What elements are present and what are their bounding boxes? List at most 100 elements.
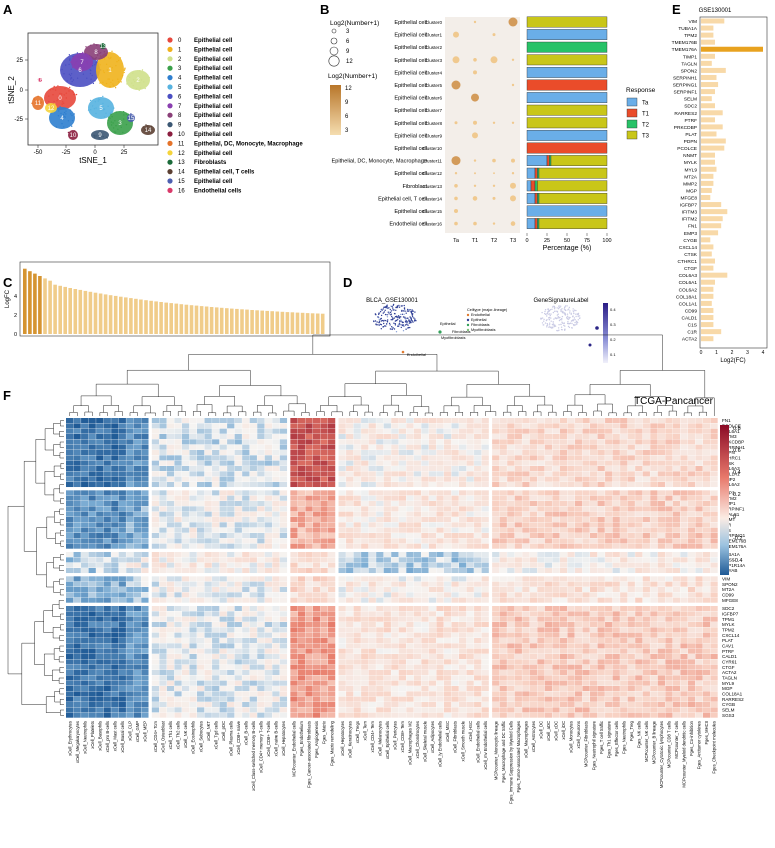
- heatmap-cell: [312, 444, 321, 450]
- heatmap-cell: [234, 576, 242, 582]
- heatmap-cell: [249, 444, 257, 450]
- heatmap-cell: [499, 506, 507, 512]
- umap-point: [382, 308, 384, 310]
- heatmap-cell: [242, 581, 250, 587]
- heatmap-cell: [702, 606, 711, 612]
- heatmap-cell: [406, 460, 414, 466]
- umap-point: [549, 309, 552, 311]
- heatmap-cell: [141, 517, 149, 523]
- heatmap-cell: [559, 455, 568, 461]
- tsne-cell-point: [31, 102, 33, 105]
- heatmap-cell: [81, 611, 89, 617]
- heatmap-cell: [219, 576, 227, 582]
- tsne-cell-point: [37, 78, 40, 81]
- tsne-cell-point: [76, 77, 79, 79]
- heatmap-cell: [118, 592, 126, 598]
- heatmap-cell: [552, 506, 560, 512]
- umap-point: [550, 313, 552, 315]
- dot-plot-dot: [451, 80, 461, 90]
- heatmap-cell: [567, 476, 575, 482]
- heatmap-cell: [219, 543, 227, 549]
- tsne-cell-point: [140, 79, 143, 81]
- umap-point: [391, 319, 393, 321]
- heatmap-cell: [567, 632, 575, 638]
- heatmap-cell: [413, 439, 422, 445]
- heatmap-cell: [242, 627, 250, 633]
- heatmap-cell: [507, 648, 515, 654]
- umap-point: [559, 306, 561, 309]
- heatmap-cell: [328, 557, 336, 563]
- heatmap-cell: [680, 482, 688, 488]
- heatmap-cell: [197, 627, 205, 633]
- heatmap-cell: [166, 627, 175, 633]
- heatmap-cell: [159, 587, 167, 593]
- heatmap-cell: [118, 434, 126, 440]
- dot-plot-dot: [493, 172, 495, 175]
- heatmap-cell: [328, 622, 336, 628]
- heatmap-cell: [111, 587, 119, 593]
- panel-c-y-tick: 2: [14, 313, 17, 319]
- heatmap-cell: [391, 455, 399, 461]
- heatmap-cell: [81, 450, 89, 456]
- tsne-cell-point: [73, 113, 75, 115]
- heatmap-cell: [376, 439, 384, 445]
- dot-plot-cluster-label: Cluster8: [425, 121, 443, 126]
- heatmap-cell: [141, 423, 149, 429]
- stacked-bar-segment: [526, 29, 608, 40]
- heatmap-cell: [529, 527, 537, 533]
- heatmap-cell: [103, 490, 111, 496]
- heatmap-cell: [474, 522, 482, 528]
- heatmap-cell: [605, 527, 613, 533]
- heatmap-cell: [264, 597, 272, 603]
- heatmap-cell: [612, 466, 620, 472]
- heatmap-cell: [272, 592, 280, 598]
- umap-cluster-tag: Endothelial: [407, 353, 426, 357]
- heatmap-cell: [657, 557, 665, 563]
- heatmap-cell: [204, 654, 212, 660]
- tsne-x-tick-label: -25: [62, 150, 71, 156]
- heatmap-cell: [166, 659, 175, 665]
- heatmap-cell: [650, 557, 658, 563]
- heatmap-cell: [459, 597, 467, 603]
- heatmap-cell: [297, 632, 306, 638]
- panel-c-bar: [270, 311, 274, 334]
- heatmap-cell: [612, 471, 620, 477]
- umap-point: [573, 317, 576, 319]
- panel-e-gene-label: EMP3: [684, 231, 697, 237]
- heatmap-cell: [665, 552, 673, 558]
- heatmap-cell: [234, 527, 242, 533]
- heatmap-cell: [383, 418, 391, 424]
- heatmap-cell: [320, 552, 328, 558]
- heatmap-cell: [151, 495, 160, 501]
- heatmap-cell: [428, 434, 437, 440]
- heatmap-cell: [383, 428, 391, 434]
- heatmap-cell: [672, 654, 681, 660]
- heatmap-cell: [507, 576, 515, 582]
- heatmap-cell: [474, 654, 482, 660]
- panel-e-gene-label: TPM2: [684, 33, 697, 39]
- heatmap-cell: [376, 511, 384, 517]
- heatmap-cell: [88, 533, 96, 539]
- heatmap-cell: [88, 592, 96, 598]
- heatmap-cell: [368, 434, 376, 440]
- heatmap-cell: [635, 557, 643, 563]
- heatmap-cell: [151, 576, 160, 582]
- tsne-cell-point: [112, 83, 114, 85]
- tsne-legend-swatch: [167, 65, 173, 71]
- heatmap-cell: [635, 597, 643, 603]
- heatmap-cell: [627, 557, 635, 563]
- heatmap-cell: [66, 659, 74, 665]
- heatmap-cell: [680, 434, 688, 440]
- dendrogram-branch: [44, 428, 54, 451]
- heatmap-cell: [219, 592, 227, 598]
- heatmap-cell: [672, 581, 681, 587]
- heatmap-cell: [383, 568, 391, 574]
- heatmap-cell: [297, 490, 306, 496]
- heatmap-cell: [474, 444, 482, 450]
- heatmap-cell: [346, 562, 354, 568]
- heatmap-cell: [312, 606, 321, 612]
- heatmap-cell: [537, 444, 545, 450]
- tsne-cell-point: [109, 57, 112, 59]
- heatmap-cell: [305, 592, 313, 598]
